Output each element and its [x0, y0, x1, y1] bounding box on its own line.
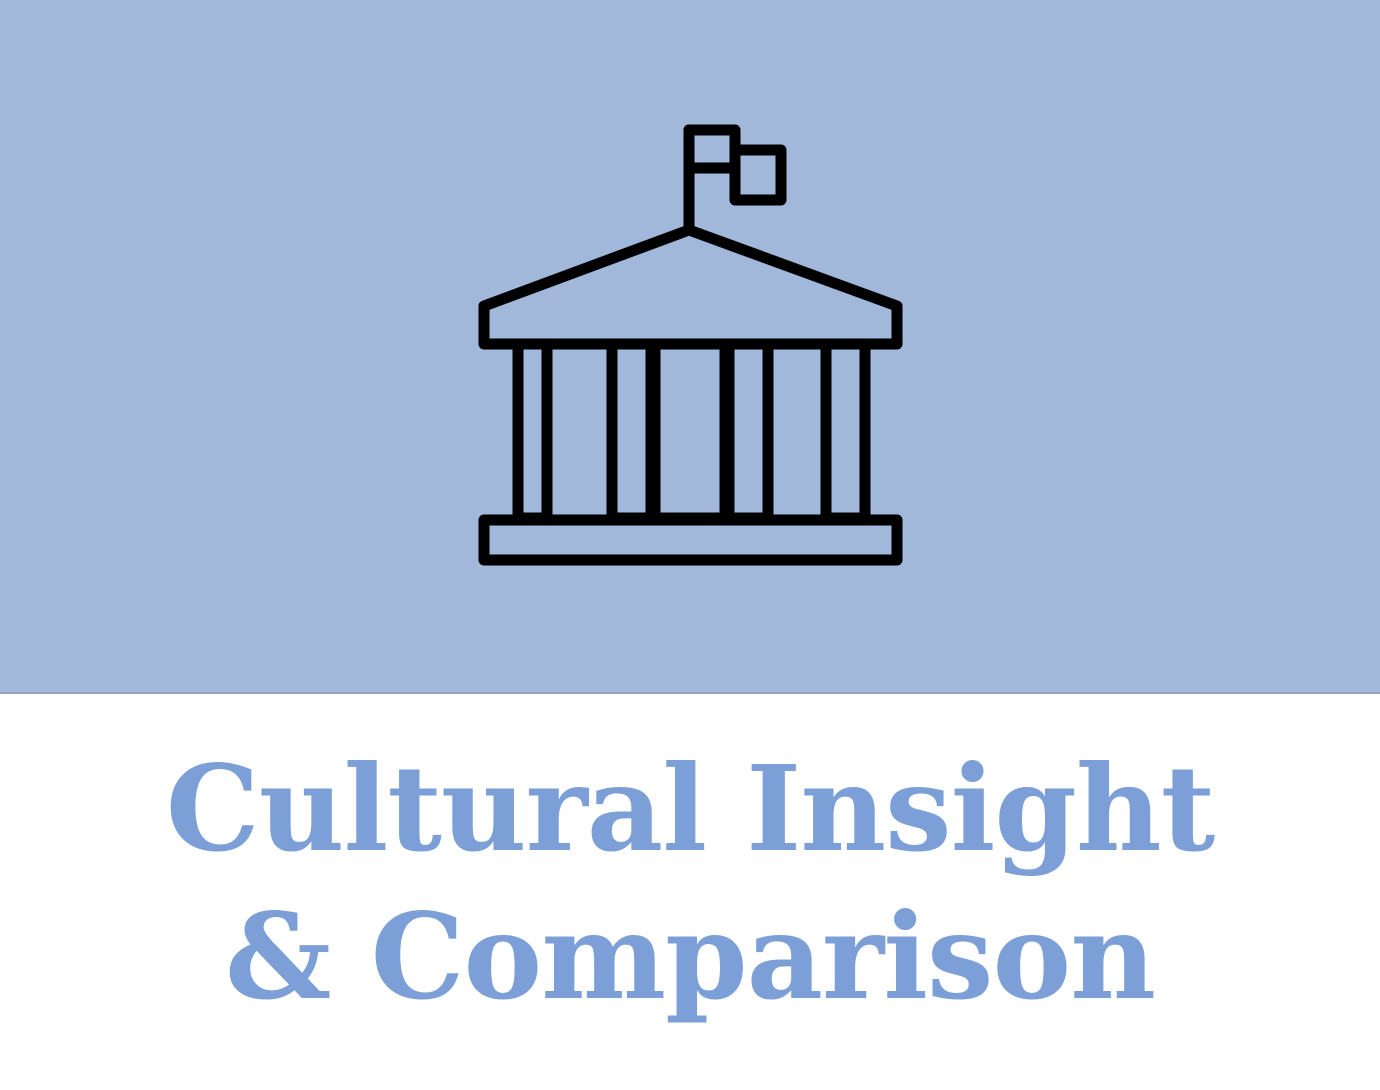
card-title-line-2: & Comparison: [225, 887, 1156, 1026]
card-title: Cultural Insight & Comparison: [0, 735, 1380, 1031]
card-title-line-1: Cultural Insight: [165, 739, 1215, 878]
government-building-icon: [470, 118, 910, 574]
icon-banner: [0, 0, 1380, 694]
